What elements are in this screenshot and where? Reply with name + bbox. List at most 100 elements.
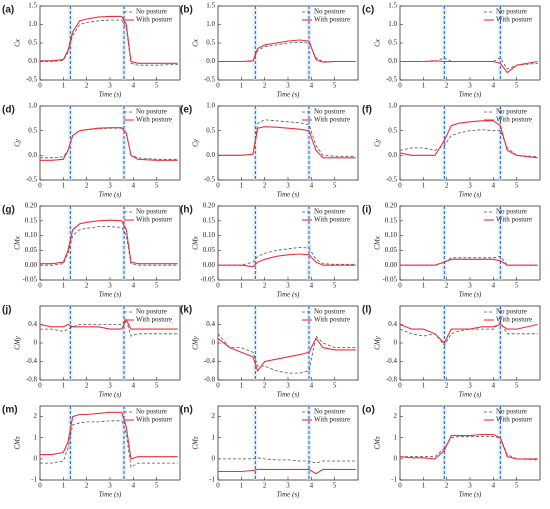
y-tick-label: 0.5	[28, 39, 37, 47]
series-line	[40, 219, 178, 265]
x-tick-label: 5	[515, 82, 519, 90]
x-tick-label: 2	[445, 282, 449, 290]
x-tick-label: 1	[240, 182, 244, 190]
y-axis-label: CMy	[192, 335, 200, 350]
series-line	[400, 436, 538, 461]
y-tick-label: 0.05	[385, 246, 398, 254]
x-tick-label: 3	[108, 282, 112, 290]
y-tick-label: 0.10	[203, 231, 216, 239]
y-tick-label: 1.0	[206, 102, 215, 110]
x-tick-label: 0	[398, 282, 402, 290]
x-tick-label: 3	[286, 82, 290, 90]
y-tick-label: 0.00	[25, 261, 38, 269]
y-tick-label: 0.0	[206, 151, 215, 159]
x-axis-label: Time (s)	[277, 191, 300, 199]
legend-label: With posture	[314, 116, 350, 124]
panel-label: (d)	[2, 105, 15, 116]
y-tick-label: 0.10	[25, 231, 38, 239]
x-tick-label: 2	[263, 82, 267, 90]
x-axis-label: Time (s)	[277, 291, 300, 299]
x-tick-label: 5	[333, 382, 337, 390]
y-tick-label: -0.05	[382, 276, 397, 284]
panel-label: (k)	[180, 305, 192, 316]
x-tick-label: 1	[240, 282, 244, 290]
y-tick-label: 0.5	[206, 126, 215, 134]
y-tick-label: 0.0	[28, 151, 37, 159]
x-tick-label: 1	[62, 82, 66, 90]
x-axis-label: Time (s)	[459, 391, 482, 399]
x-tick-label: 2	[445, 182, 449, 190]
x-tick-label: 4	[132, 182, 136, 190]
x-axis-label: Time (s)	[459, 191, 482, 199]
y-tick-label: 0.10	[385, 231, 398, 239]
x-tick-label: 3	[468, 82, 472, 90]
series-line	[399, 120, 538, 159]
y-tick-label: 0.15	[203, 216, 216, 224]
x-tick-label: 2	[445, 482, 449, 490]
y-tick-label: 0.05	[25, 246, 38, 254]
x-tick-label: 4	[310, 82, 314, 90]
y-tick-label: -0.4	[204, 357, 216, 365]
x-tick-label: 1	[422, 282, 426, 290]
legend-label: With posture	[496, 316, 532, 324]
y-tick-label: 0.5	[388, 126, 397, 134]
x-tick-label: 3	[468, 182, 472, 190]
panel: -0.5 0.0 0.5 1.0 0 1 2 3 4 5 Time (s) Cy (e) No postu…	[180, 102, 359, 199]
y-axis-label: CMx	[374, 235, 382, 250]
x-axis-label: Time (s)	[99, 91, 122, 99]
legend-label: No posture	[314, 108, 345, 116]
x-tick-label: 2	[85, 482, 89, 490]
x-tick-label: 3	[286, 382, 290, 390]
x-tick-label: 5	[515, 182, 519, 190]
y-tick-label: 0.0	[206, 57, 215, 65]
legend-label: No posture	[136, 8, 167, 16]
y-axis-label: CMy	[14, 335, 22, 350]
legend-label: With posture	[496, 116, 532, 124]
y-tick-label: 1.5	[206, 2, 215, 10]
legend-label: No posture	[136, 108, 167, 116]
panel-label: (a)	[2, 5, 14, 16]
x-axis-label: Time (s)	[99, 391, 122, 399]
x-tick-label: 2	[263, 182, 267, 190]
x-tick-label: 2	[85, 82, 89, 90]
legend-label: With posture	[496, 16, 532, 24]
series-line	[218, 119, 356, 157]
x-tick-label: 0	[216, 482, 220, 490]
x-tick-label: 1	[422, 82, 426, 90]
x-tick-label: 1	[62, 482, 66, 490]
y-axis-label: Cy	[14, 138, 22, 147]
series-line	[40, 319, 178, 337]
series-line	[40, 411, 178, 460]
x-tick-label: 0	[398, 182, 402, 190]
series-line	[40, 420, 178, 468]
y-tick-label: 1.5	[388, 2, 397, 10]
x-tick-label: 1	[240, 382, 244, 390]
y-axis-label: CMz	[374, 436, 382, 450]
y-tick-label: -1	[209, 476, 215, 484]
x-tick-label: 0	[216, 182, 220, 190]
x-tick-label: 4	[132, 382, 136, 390]
legend-label: No posture	[314, 8, 345, 16]
x-tick-label: 0	[38, 382, 42, 390]
y-tick-label: 0.20	[385, 202, 398, 210]
x-tick-label: 4	[132, 82, 136, 90]
x-tick-label: 5	[333, 482, 337, 490]
x-tick-label: 0	[216, 382, 220, 390]
y-axis-label: CMx	[14, 235, 22, 250]
y-tick-label: 0.20	[25, 202, 38, 210]
x-tick-label: 1	[62, 382, 66, 390]
y-tick-label: 0.4	[28, 320, 37, 328]
legend-label: With posture	[136, 316, 172, 324]
legend-label: With posture	[314, 416, 350, 424]
series-line	[40, 15, 178, 64]
x-tick-label: 5	[155, 482, 159, 490]
series-line	[39, 318, 178, 330]
y-tick-label: 0	[34, 339, 38, 347]
y-tick-label: -0.8	[204, 376, 216, 384]
x-axis-label: Time (s)	[459, 291, 482, 299]
panel-label: (n)	[180, 405, 193, 416]
x-tick-label: 5	[333, 82, 337, 90]
x-tick-label: 3	[286, 482, 290, 490]
